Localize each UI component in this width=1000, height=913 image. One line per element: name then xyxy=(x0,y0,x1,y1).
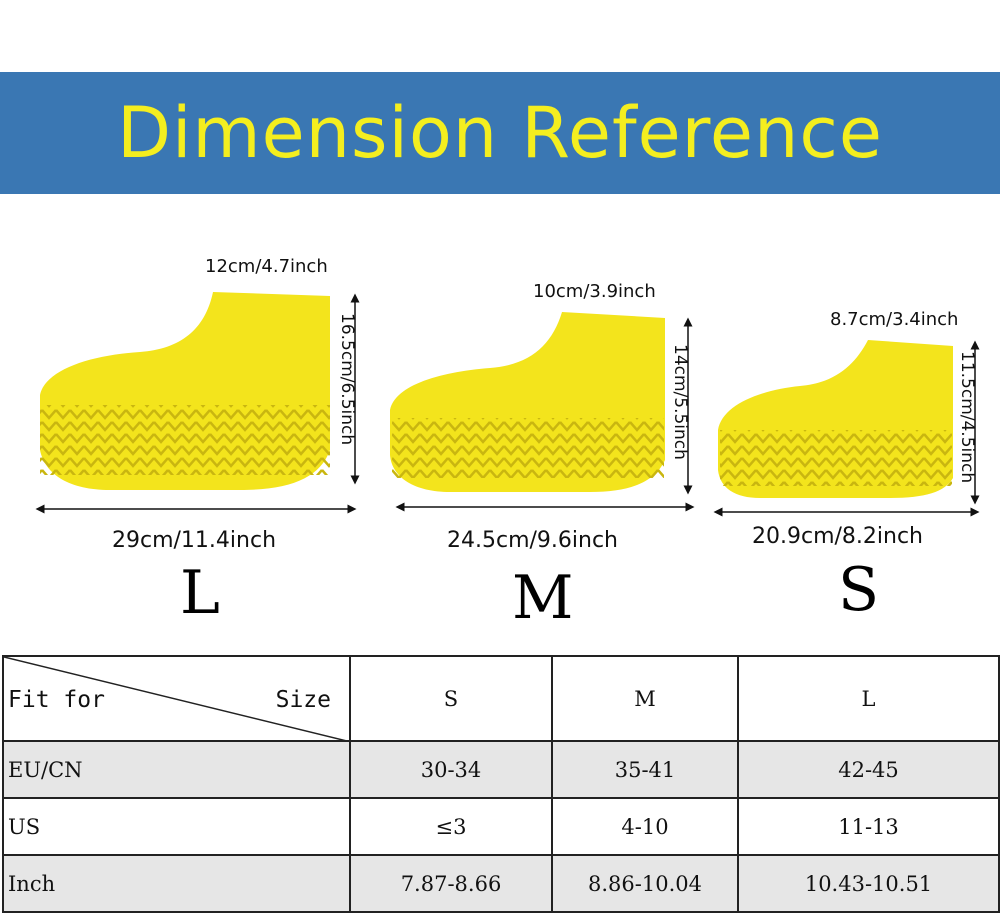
shoe-s-height-label: 11.5cm/4.5inch xyxy=(957,351,977,484)
shoe-s xyxy=(718,340,953,498)
cell-eu-cn-l: 42-45 xyxy=(737,740,1000,799)
cell-us-s: ≤3 xyxy=(349,797,553,856)
size-chart-table: Fit for Size S M L EU/CN 30-34 35-41 42-… xyxy=(2,655,1000,913)
column-header-l: L xyxy=(737,655,1000,742)
cell-eu-cn-m: 35-41 xyxy=(551,740,739,799)
shoe-m-width-label: 24.5cm/9.6inch xyxy=(447,528,619,553)
table-row: Inch 7.87-8.66 8.86-10.04 10.43-10.51 xyxy=(2,854,1000,913)
shoe-s-width-label: 20.9cm/8.2inch xyxy=(752,524,924,549)
table-header-row: Fit for Size S M L xyxy=(2,655,1000,742)
title-banner: Dimension Reference xyxy=(0,72,1000,194)
cell-inch-m: 8.86-10.04 xyxy=(551,854,739,913)
column-header-m: M xyxy=(551,655,739,742)
table-row: EU/CN 30-34 35-41 42-45 xyxy=(2,740,1000,799)
shoe-m-size-letter: M xyxy=(512,563,574,633)
row-label-eu-cn: EU/CN xyxy=(2,740,351,799)
cell-inch-l: 10.43-10.51 xyxy=(737,854,1000,913)
table-corner-cell: Fit for Size xyxy=(2,655,351,742)
shoe-m xyxy=(390,312,665,492)
table-row: US ≤3 4-10 11-13 xyxy=(2,797,1000,856)
shoe-illustrations xyxy=(35,292,980,517)
cell-us-l: 11-13 xyxy=(737,797,1000,856)
shoe-l xyxy=(40,292,330,490)
column-header-s: S xyxy=(349,655,553,742)
shoe-l-size-letter: L xyxy=(180,558,220,628)
shoe-m-top-label: 10cm/3.9inch xyxy=(533,281,656,302)
shoe-m-height-label: 14cm/5.5inch xyxy=(670,344,690,460)
corner-size-label: Size xyxy=(275,687,331,713)
banner-title: Dimension Reference xyxy=(117,92,883,174)
row-label-us: US xyxy=(2,797,351,856)
cell-us-m: 4-10 xyxy=(551,797,739,856)
shoe-l-height-label: 16.5cm/6.5inch xyxy=(337,313,357,446)
row-label-inch: Inch xyxy=(2,854,351,913)
shoe-s-size-letter: S xyxy=(838,555,880,625)
corner-diagonal xyxy=(4,657,351,742)
shoe-l-width-label: 29cm/11.4inch xyxy=(112,528,277,553)
cell-eu-cn-s: 30-34 xyxy=(349,740,553,799)
shoe-l-top-label: 12cm/4.7inch xyxy=(205,256,328,277)
shoe-s-top-label: 8.7cm/3.4inch xyxy=(830,309,959,330)
corner-fit-label: Fit for xyxy=(8,687,105,713)
cell-inch-s: 7.87-8.66 xyxy=(349,854,553,913)
